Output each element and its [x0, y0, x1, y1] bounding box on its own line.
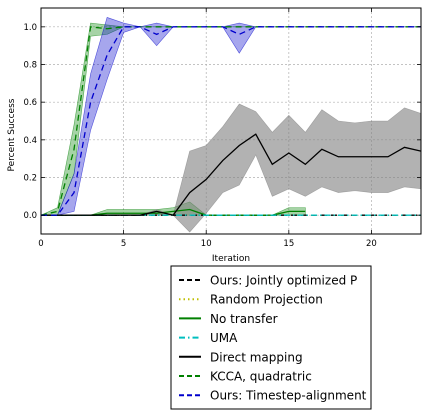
- legend-label-3: UMA: [210, 331, 238, 345]
- x-tick-label: 15: [283, 239, 294, 249]
- y-tick-label: 0.8: [23, 61, 37, 71]
- legend: Ours: Jointly optimized P Random Projecti…: [170, 265, 372, 410]
- x-axis-label: Iteration: [212, 254, 250, 264]
- plot-frame: [40, 7, 422, 235]
- series-band-6: [41, 17, 421, 216]
- legend-label-2: No transfer: [210, 312, 278, 326]
- x-tick-label: 10: [201, 239, 212, 249]
- y-axis-label: Percent Success: [7, 98, 17, 171]
- plot-area: 0 5 10 15 20 0.0 0.2 0.4 0.6 0.8 1.0: [23, 7, 422, 249]
- legend-label-0: Ours: Jointly optimized P: [210, 274, 357, 288]
- legend-label-4: Direct mapping: [210, 350, 303, 364]
- series-layer: [41, 17, 421, 233]
- y-tick-label: 0.4: [23, 136, 37, 146]
- legend-label-5: KCCA, quadratric: [210, 370, 312, 384]
- series-line-5: [41, 26, 421, 216]
- x-tick-label: 20: [366, 239, 377, 249]
- series-line-6: [41, 26, 421, 216]
- y-tick-label: 0.0: [23, 211, 37, 221]
- legend-label-1: Random Projection: [210, 293, 323, 307]
- y-tick-label: 0.2: [23, 174, 37, 184]
- x-tick-label: 0: [38, 239, 43, 249]
- legend-box: [170, 265, 372, 410]
- legend-label-6: Ours: Timestep-alignment: [210, 389, 367, 403]
- series-line-4: [41, 133, 421, 216]
- y-tick-label: 0.6: [23, 98, 37, 108]
- x-tick-label: 5: [121, 239, 126, 249]
- y-tick-label: 1.0: [23, 23, 37, 33]
